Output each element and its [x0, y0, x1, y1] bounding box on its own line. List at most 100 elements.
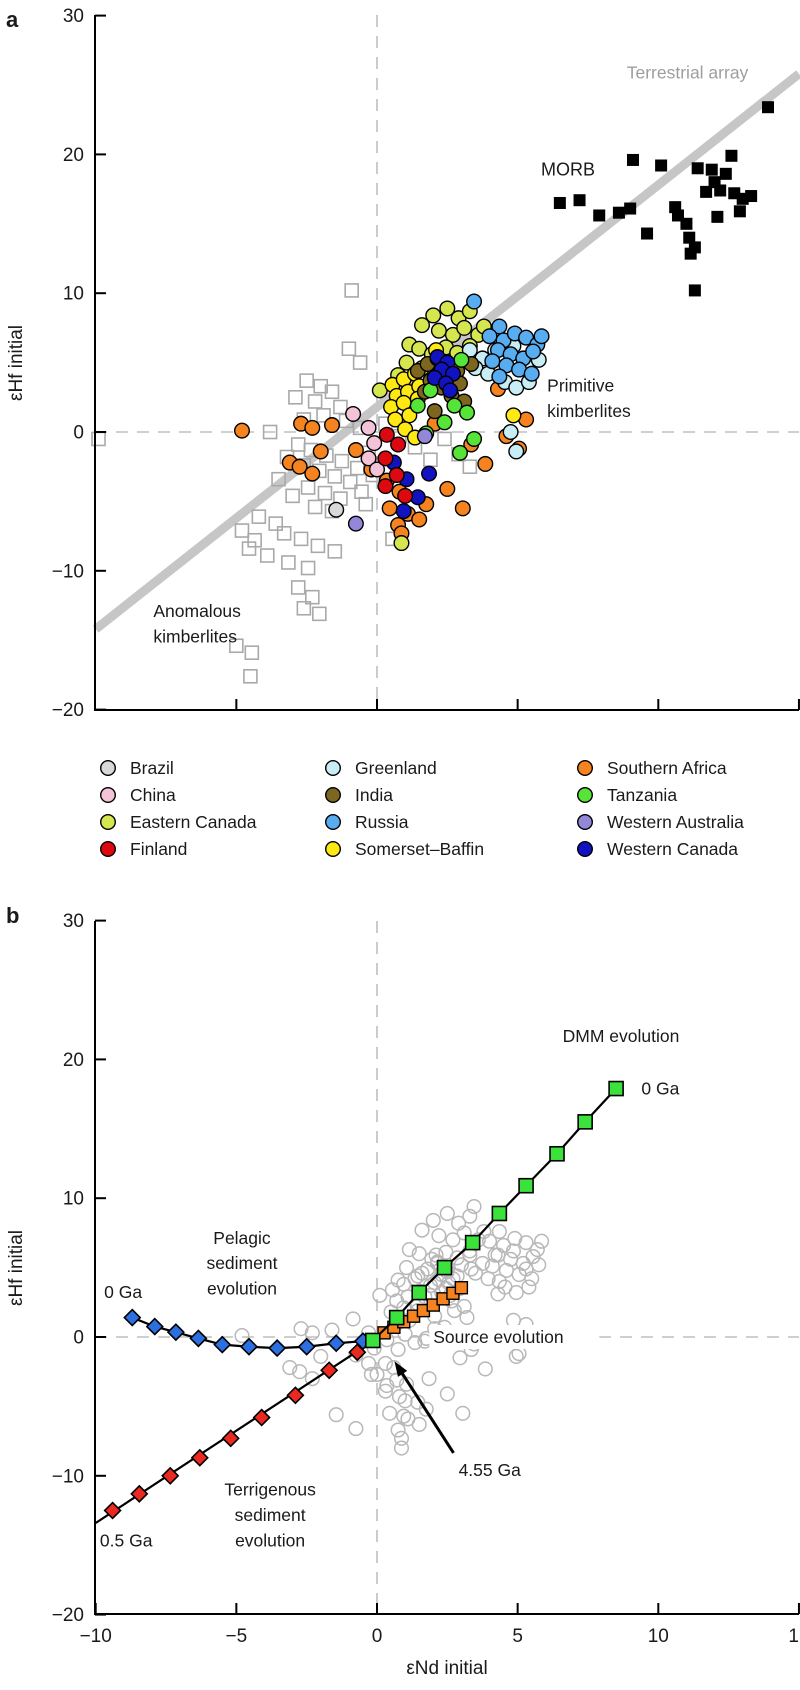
anomalous-kimberlites-point — [317, 485, 333, 501]
morb-point — [705, 163, 718, 176]
kimberlite-gray-point — [377, 1383, 393, 1399]
anomalous-kimberlites-point — [290, 580, 306, 595]
china-point — [366, 435, 383, 452]
tanzania-point — [436, 414, 453, 431]
anomalous-kimberlites-point — [288, 389, 303, 405]
anomalous-kimberlites-point — [262, 424, 278, 440]
anomalous-kimberlites-point — [462, 459, 478, 475]
russia-point — [484, 353, 501, 370]
morb-point — [641, 227, 654, 240]
legend-label-somerset-baffin: Somerset–Baffin — [355, 839, 484, 859]
western-canada-point — [442, 382, 459, 399]
morb-point — [762, 101, 775, 114]
southern-africa-point — [304, 419, 321, 436]
anomalous-kimberlites-point — [352, 355, 368, 370]
russia-point — [491, 368, 508, 385]
kimberlite-gray-point — [431, 1228, 447, 1244]
pelagic-sediment-evolution-point — [213, 1335, 232, 1354]
kimberlite-gray-point — [398, 1260, 415, 1276]
eastern-canada-point — [430, 322, 447, 339]
eastern-canada-point — [425, 307, 442, 324]
russia-point — [533, 328, 550, 345]
terrigenous-sediment-evolution-point — [103, 1501, 122, 1520]
southern-africa-point — [291, 458, 308, 475]
southern-africa-point — [381, 500, 398, 517]
southern-africa-point — [477, 455, 494, 472]
source-evolution-label: Source evolution — [433, 1327, 563, 1347]
kimberlite-gray-point — [304, 1371, 320, 1387]
kimberlite-gray-point — [531, 1257, 547, 1273]
greenland-point — [502, 424, 519, 441]
kimberlite-gray-point — [328, 1407, 344, 1423]
southern-africa-point — [411, 511, 428, 528]
anomalous-kimberlites-point — [342, 474, 358, 490]
x-tick-label-b: 10 — [648, 1626, 669, 1647]
kimberlite-gray-point — [524, 1271, 540, 1287]
legend-label-russia: Russia — [355, 812, 409, 832]
morb-point — [684, 247, 697, 260]
anomalous-kimberlites-point — [307, 499, 323, 515]
finland-point — [377, 450, 394, 467]
anomalous-kimberlites-point — [244, 645, 260, 660]
terrigenous-sediment-evolution-point — [221, 1429, 240, 1448]
legend-marker-brazil — [99, 760, 116, 777]
anomalous-kimberlites-point — [307, 394, 323, 409]
legend-marker-eastern-canada — [99, 814, 116, 831]
finland-point — [388, 467, 405, 484]
kimberlite-gray-point — [282, 1359, 298, 1376]
anomalous-kimberlites-point — [350, 460, 365, 476]
kimberlite-gray-point — [428, 1247, 444, 1263]
legend-label-brazil: Brazil — [130, 758, 174, 778]
kimberlite-gray-point — [401, 1242, 417, 1258]
dmm-evolution-label: DMM evolution — [563, 1026, 680, 1046]
morb-point — [553, 196, 566, 209]
kimberlite-gray-point — [390, 1341, 406, 1358]
anomalous-kimberlites-point — [334, 453, 350, 469]
anomalous-kimberlites-point — [305, 589, 320, 605]
y-tick-label-b: 30 — [63, 911, 84, 932]
kimberlite-gray-point — [508, 1285, 524, 1301]
kimberlite-gray-point — [459, 1310, 475, 1326]
kimberlite-gray-point — [425, 1212, 441, 1228]
morb-point — [700, 185, 713, 198]
kimberlite-gray-point — [521, 1279, 537, 1295]
anomalous-kimberlites-point — [91, 431, 106, 447]
anomalous-kimberlites-point — [290, 437, 306, 452]
kimberlite-gray-point — [414, 1222, 430, 1238]
morb-point — [655, 159, 668, 172]
kimberlite-gray-point — [456, 1298, 472, 1315]
legend-marker-tanzania — [577, 787, 594, 804]
y-tick-label-b: 10 — [63, 1189, 84, 1210]
legend-label-eastern-canada: Eastern Canada — [130, 812, 257, 832]
eastern-canada-point — [456, 319, 473, 336]
kimberlite-gray-point — [462, 1208, 478, 1224]
y-tick-label-a: 20 — [63, 145, 84, 166]
x-tick-label-b: −5 — [226, 1626, 248, 1647]
terrigenous-05ga-label: 0.5 Ga — [100, 1530, 153, 1550]
anomalous-kimberlites-point — [423, 452, 438, 468]
terrigenous-sediment-evolution-point — [286, 1386, 305, 1405]
y-tick-label-a: −20 — [52, 700, 84, 721]
finland-point — [378, 426, 395, 443]
pelagic-sediment-evolution-point — [123, 1308, 142, 1327]
y-tick-label-a: 30 — [63, 6, 84, 27]
anomalous-kimberlites-point — [358, 496, 374, 512]
kimberlite-gray-point — [446, 1303, 462, 1319]
kimberlite-gray-point — [439, 1386, 455, 1402]
kimberlite-gray-point — [389, 1372, 405, 1388]
india-point — [426, 403, 443, 420]
morb-point — [573, 194, 586, 207]
dmm-evolution-point — [577, 1114, 593, 1130]
legend-label-greenland: Greenland — [355, 758, 437, 778]
legend-marker-southern-africa — [577, 760, 594, 777]
southern-africa-point — [454, 500, 471, 517]
morb-point — [719, 167, 732, 180]
kimberlite-gray-point — [396, 1408, 412, 1424]
western-australia-point — [416, 428, 433, 445]
source-evolution-point — [454, 1281, 469, 1295]
china-point — [360, 450, 377, 467]
y-tick-label-b: −10 — [52, 1466, 84, 1487]
y-tick-label-a: −10 — [52, 561, 84, 582]
russia-point — [523, 365, 540, 382]
